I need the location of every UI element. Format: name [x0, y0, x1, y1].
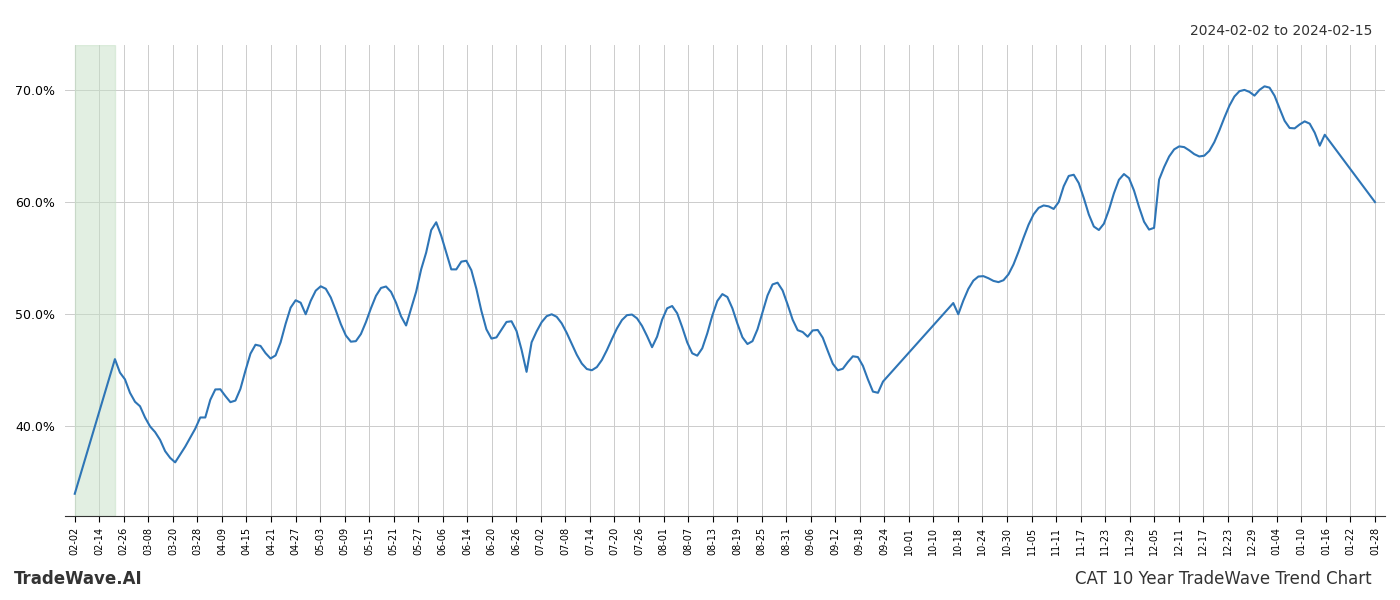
Bar: [74, 45, 115, 516]
Text: CAT 10 Year TradeWave Trend Chart: CAT 10 Year TradeWave Trend Chart: [1075, 570, 1372, 588]
Text: 2024-02-02 to 2024-02-15: 2024-02-02 to 2024-02-15: [1190, 24, 1372, 38]
Text: TradeWave.AI: TradeWave.AI: [14, 570, 143, 588]
